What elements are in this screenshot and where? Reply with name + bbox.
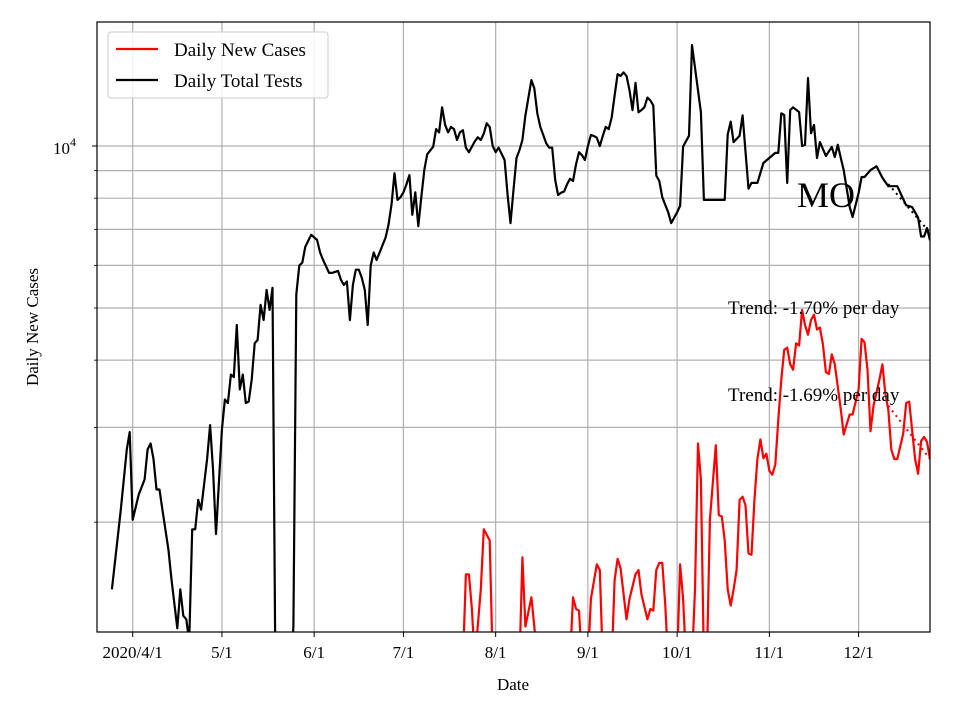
trend-annotation-tests: Trend: -1.70% per day [728,298,900,319]
legend-box [107,31,329,99]
x-tick-label: 6/1 [303,643,325,662]
y-tick-label: 104 [53,135,76,158]
x-axis-label: Date [497,675,529,694]
legend-label-daily-new-cases: Daily New Cases [174,40,306,61]
trend-annotation-cases: Trend: -1.69% per day [728,385,900,406]
x-tick-label: 2020/4/1 [102,643,162,662]
grid [97,22,930,632]
series-line-daily-new-cases [462,308,930,632]
x-tick-label: 12/1 [843,643,873,662]
y-axis-label: Daily New Cases [23,268,42,386]
y-tick-label-base: 10 [53,139,70,158]
series-lines [110,43,930,632]
x-tick-label: 10/1 [662,643,692,662]
legend-label-daily-total-tests: Daily Total Tests [174,71,303,92]
x-axis: 2020/4/1 5/1 6/1 7/1 8/1 9/1 10/1 11/1 12/1 [102,632,874,662]
x-tick-label: 5/1 [211,643,233,662]
x-tick-label: 7/1 [393,643,415,662]
y-axis: 104 [53,135,97,523]
series-line-daily-total-tests [110,43,930,632]
plot-frame [96,21,931,633]
y-tick-label-exponent: 4 [70,135,76,149]
x-tick-label: 9/1 [577,643,599,662]
state-label: MO [797,175,855,215]
x-tick-label: 8/1 [485,643,507,662]
legend: Daily New Cases Daily Total Tests [107,31,329,99]
x-tick-label: 11/1 [755,643,785,662]
